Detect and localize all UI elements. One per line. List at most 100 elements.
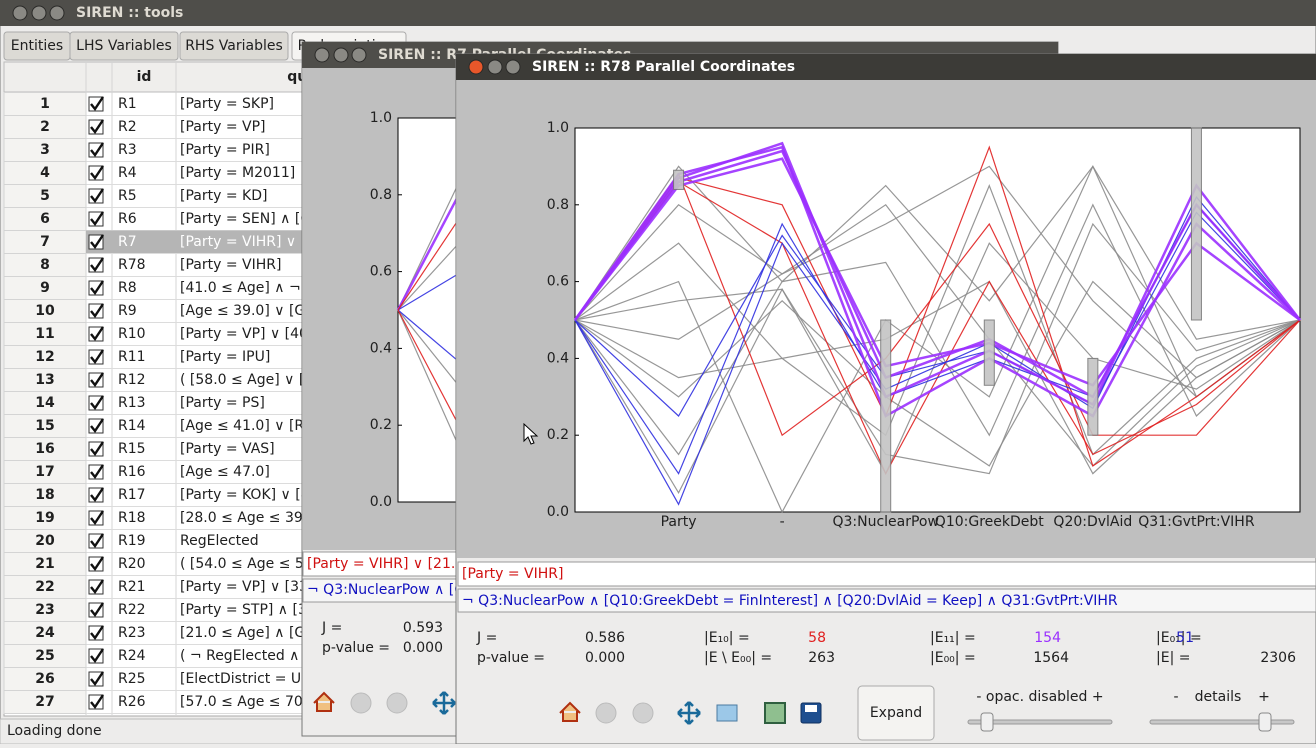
row-number: 27 [35,694,54,710]
stat-value: 0.000 [585,650,625,666]
row-number: 7 [40,234,50,250]
range-box [880,319,892,513]
home-button[interactable] [559,701,581,722]
row-number: 8 [40,257,50,273]
stat-value: 51 [1176,630,1194,646]
y-tick-label: 0.0 [370,494,392,510]
rule-id: R10 [118,326,146,342]
rule-query: ( [58.0 ≤ Age] ∨ [1. [180,372,318,388]
axis-label: Q20:DvlAid [1053,514,1132,530]
rule-id: R5 [118,188,137,204]
check-mark [90,211,104,227]
row-number: 10 [35,303,55,319]
details-label: + [1258,689,1270,705]
range-box [673,169,685,190]
rule-id: R19 [118,533,146,549]
check-mark [90,625,104,641]
check-mark [90,671,104,687]
toolbar [313,691,456,715]
expand-button[interactable] [857,685,935,741]
rule-query: [Party = M2011] [180,165,295,181]
row-number: 15 [35,418,54,434]
tab[interactable] [69,31,179,61]
check-mark [90,303,104,319]
row-number: 22 [35,579,54,595]
pan-button[interactable] [677,701,701,725]
figure-button[interactable] [764,702,786,724]
rule-id: R2 [118,119,137,135]
row-number: 21 [35,556,54,572]
check-mark [90,487,104,503]
stat-label: |E₀₀| = [930,650,976,666]
title-bar [456,54,1316,80]
maximize-button[interactable] [351,47,367,63]
tab[interactable] [179,31,289,61]
query-field[interactable] [457,588,1316,613]
close-button[interactable] [468,59,484,75]
rule-query: [Party = VIHR] ∨ [2 [180,234,315,250]
row-number: 19 [35,510,54,526]
stat-label: J = [321,620,342,636]
row-number: 23 [35,602,54,618]
rule-id: R1 [118,96,137,112]
stat-label: J = [476,630,497,646]
configure-button[interactable] [716,704,738,722]
pan-button[interactable] [432,691,456,715]
check-mark [90,533,104,549]
slider-thumb[interactable] [980,712,994,732]
maximize-button[interactable] [505,59,521,75]
slider-track [967,719,1113,725]
stat-value: 263 [808,650,835,666]
data-line [574,280,1301,467]
query-lhs: [Party = VIHR] [462,566,563,582]
minimize-button[interactable] [487,59,503,75]
rule-query: [Party = VIHR] [180,257,281,273]
range-box [1190,127,1202,321]
check-mark [90,349,104,365]
rule-query: [Party = VP] ∨ [33. [180,579,312,595]
query-field[interactable] [457,561,1316,587]
check-mark [90,556,104,572]
stat-value: 0.000 [403,640,443,656]
details-label: - [1173,689,1178,705]
stat-label: p-value = [477,650,545,666]
rule-query: [Party = STP] ∧ [3. [180,602,311,618]
stat-value: 1564 [1033,650,1069,666]
row-number: 17 [35,464,54,480]
maximize-button[interactable] [49,5,65,21]
rule-id: R4 [118,165,137,181]
y-tick-label: 0.8 [547,197,569,213]
stat-label: |E₀₁| = [1156,630,1202,646]
save-label [805,705,817,712]
check-mark [90,648,104,664]
row-number: 11 [35,326,54,342]
rule-query: ( ¬ RegElected ∧ ¬ [180,648,316,664]
row-number: 24 [35,625,55,641]
stat-label: |E \ E₀₀| = [704,650,772,666]
home-button[interactable] [313,691,335,712]
window-title: SIREN :: R78 Parallel Coordinates [532,59,795,75]
nav-button[interactable] [350,692,372,714]
minimize-button[interactable] [31,5,47,21]
close-button[interactable] [314,47,330,63]
mouse-cursor [523,422,539,445]
row-number: 6 [40,211,50,227]
stat-value: 0.593 [403,620,443,636]
nav-button[interactable] [632,702,654,724]
rule-query: ( [54.0 ≤ Age ≤ 57.0 [180,556,326,572]
rule-query: RegElected [180,533,259,549]
nav-button[interactable] [386,692,408,714]
nav-button[interactable] [595,702,617,724]
close-button[interactable] [12,5,28,21]
row-number: 13 [35,372,54,388]
minimize-button[interactable] [333,47,349,63]
stat-value: 154 [1034,630,1061,646]
query-rhs: ¬ Q3:NuclearPow ∧ [Q10:GreekDebt = FinIn… [462,593,1118,609]
rule-id: R13 [118,395,146,411]
tab-label: Entities [11,38,63,54]
slider-thumb[interactable] [1258,712,1272,732]
row-number: 14 [35,395,55,411]
details-label: details [1195,689,1242,705]
rule-query: [Party = VAS] [180,441,275,457]
